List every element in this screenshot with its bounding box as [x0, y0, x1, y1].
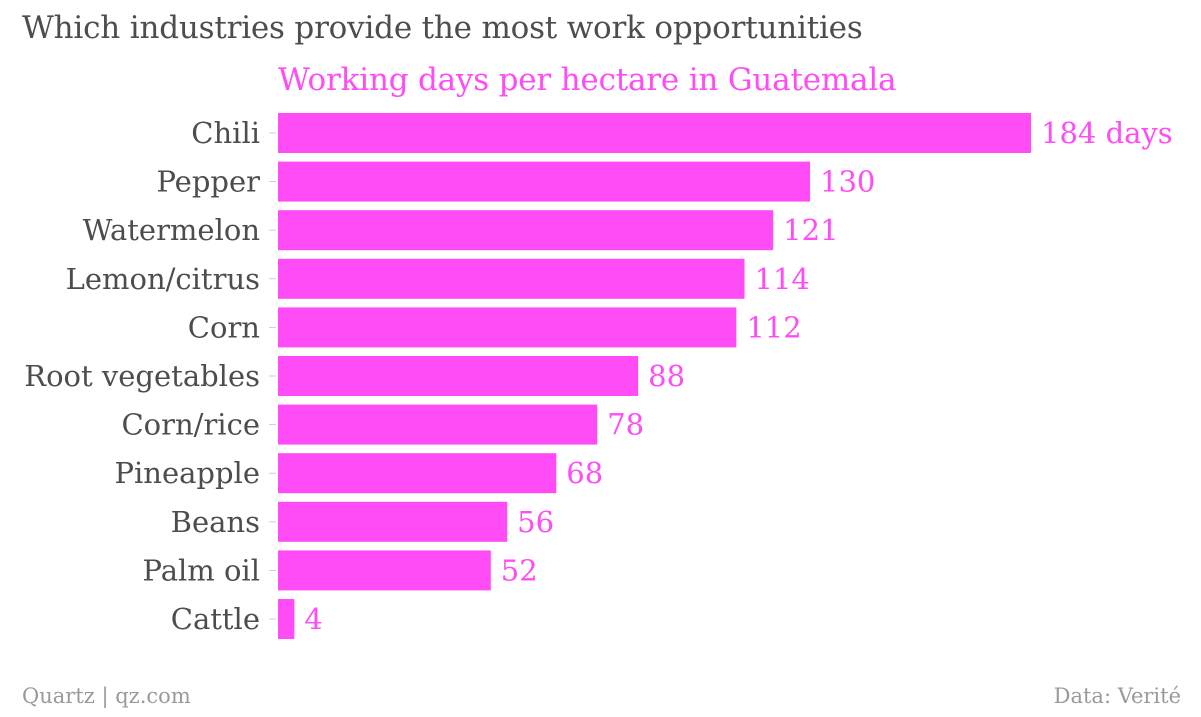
- chart-title: Which industries provide the most work o…: [22, 10, 863, 46]
- footer-credit: Quartz | qz.com: [22, 684, 191, 708]
- footer-data-source: Data: Verité: [1053, 684, 1181, 708]
- bar: [278, 453, 557, 494]
- category-label: Chili: [191, 116, 260, 150]
- data-label: 130: [820, 165, 875, 199]
- category-label: Watermelon: [83, 213, 260, 247]
- category-label: Pepper: [156, 165, 260, 199]
- data-label: 4: [304, 602, 322, 636]
- category-label: Lemon/citrus: [66, 262, 260, 296]
- category-label: Palm oil: [142, 553, 260, 587]
- category-label: Beans: [171, 505, 260, 539]
- bar: [278, 404, 598, 445]
- bar: [278, 501, 508, 542]
- category-label: Root vegetables: [24, 359, 260, 393]
- data-label: 88: [648, 359, 685, 393]
- chart-subtitle: Working days per hectare in Guatemala: [278, 62, 897, 98]
- data-label: 112: [746, 310, 801, 344]
- data-label: 56: [517, 505, 554, 539]
- bar: [278, 307, 737, 348]
- category-label: Cattle: [171, 602, 260, 636]
- bar: [278, 113, 1031, 153]
- category-label: Corn: [188, 310, 260, 344]
- data-label: 184 days: [1041, 116, 1173, 150]
- category-label: Pineapple: [115, 456, 260, 490]
- data-label: 78: [607, 408, 644, 442]
- data-label: 121: [783, 213, 838, 247]
- bar: [278, 161, 811, 202]
- bar: [278, 258, 745, 299]
- data-label: 68: [566, 456, 603, 490]
- bar: [278, 550, 491, 591]
- bar: [278, 356, 639, 396]
- bar: [278, 210, 774, 251]
- data-label: 114: [755, 262, 810, 296]
- data-label: 52: [501, 553, 538, 587]
- category-label: Corn/rice: [121, 408, 260, 442]
- bar: [278, 599, 295, 639]
